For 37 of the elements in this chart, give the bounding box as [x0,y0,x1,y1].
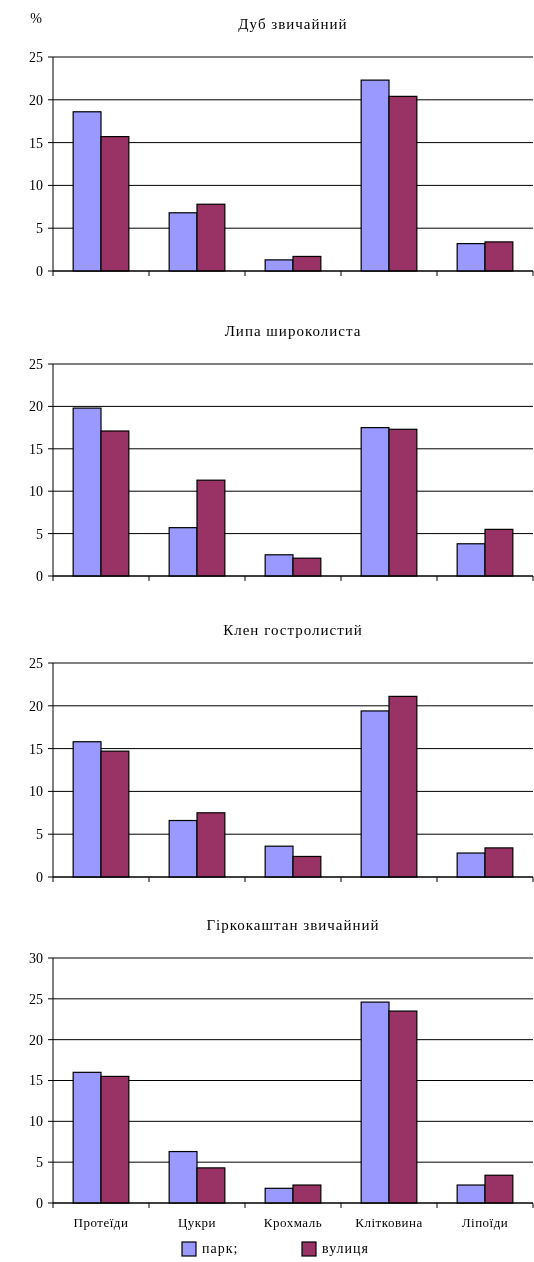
x-tick-label: Ліпоїди [461,1215,509,1230]
y-tick-label: 10 [29,784,43,800]
chart-title: Гіркокаштан звичайний [206,917,380,933]
y-tick-label: 20 [29,1032,43,1048]
x-tick-label: Протеїди [73,1215,129,1230]
y-tick-label: 15 [29,441,43,457]
y-tick-label: 25 [29,356,43,372]
legend-label: вулиця [322,1241,369,1256]
y-tick-label: 5 [36,221,43,237]
y-tick-label: 10 [29,1114,43,1130]
chart-title: Дуб звичайний [238,16,348,32]
y-tick-label: 30 [29,950,43,966]
y-tick-label: 20 [29,399,43,415]
y-tick-label: 0 [36,1195,43,1211]
y-tick-label: 0 [36,568,43,584]
x-tick-label: Крохмаль [263,1215,323,1230]
y-tick-label: 15 [29,135,43,151]
y-axis-title: % [30,11,43,26]
y-tick-label: 20 [29,698,43,714]
x-tick-label: Цукри [177,1215,217,1230]
y-tick-label: 25 [29,49,43,65]
y-tick-label: 0 [36,263,43,279]
y-tick-label: 15 [29,1073,43,1089]
y-tick-label: 25 [29,991,43,1007]
y-tick-label: 0 [36,869,43,885]
y-tick-label: 10 [29,178,43,194]
y-tick-label: 10 [29,484,43,500]
chart-title: Липа широколиста [224,323,362,339]
y-tick-label: 5 [36,1155,43,1171]
chart-title: Клен гостролистий [223,622,363,638]
y-tick-label: 25 [29,655,43,671]
y-tick-label: 20 [29,92,43,108]
y-tick-label: 15 [29,741,43,757]
x-tick-label: Клітковина [355,1215,423,1230]
legend-label: парк; [202,1241,239,1256]
y-tick-label: 5 [36,827,43,843]
y-tick-label: 5 [36,526,43,542]
